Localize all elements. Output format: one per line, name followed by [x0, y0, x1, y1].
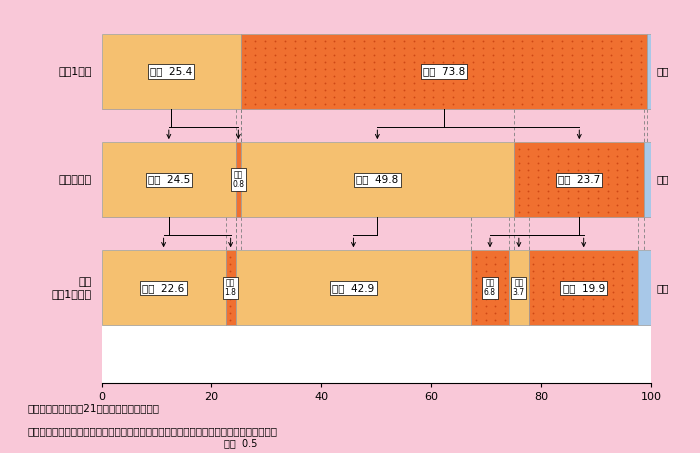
Text: 有職  23.7: 有職 23.7: [558, 174, 601, 185]
Bar: [236, 142, 241, 217]
Bar: [102, 142, 236, 217]
Bar: [102, 250, 225, 325]
Text: 有職  73.8: 有職 73.8: [423, 67, 465, 77]
Text: 無職  42.9: 無職 42.9: [332, 283, 375, 293]
Text: 無職
3.7: 無職 3.7: [513, 278, 525, 298]
Bar: [236, 250, 471, 325]
Bar: [102, 34, 241, 109]
Text: 有職
6.8: 有職 6.8: [484, 278, 496, 298]
Text: 無職  25.4: 無職 25.4: [150, 67, 193, 77]
Text: 有職  19.9: 有職 19.9: [563, 283, 605, 293]
Bar: [102, 109, 651, 142]
Bar: [471, 250, 509, 325]
Bar: [241, 34, 647, 109]
Bar: [645, 142, 651, 217]
Text: 有職  0.5: 有職 0.5: [225, 439, 258, 448]
Text: 有職
1.8: 有職 1.8: [225, 278, 237, 298]
Text: 現在
（子1歳半）: 現在 （子1歳半）: [52, 277, 92, 299]
Bar: [102, 217, 651, 250]
Text: 無職  24.5: 無職 24.5: [148, 174, 190, 185]
Bar: [509, 250, 529, 325]
Bar: [638, 250, 657, 325]
Bar: [225, 250, 236, 325]
Text: 有職
0.8: 有職 0.8: [232, 170, 244, 189]
Text: 不詳: 不詳: [657, 283, 669, 293]
Text: 不詳: 不詳: [657, 174, 669, 185]
Text: 注：第１回調査及び第２回調査の両方の時点で子どもが母と同居している場合のみ集計: 注：第１回調査及び第２回調査の両方の時点で子どもが母と同居している場合のみ集計: [28, 426, 278, 436]
Text: 出産半年後: 出産半年後: [59, 174, 92, 185]
Text: 無職  22.6: 無職 22.6: [143, 283, 185, 293]
Bar: [529, 250, 638, 325]
Text: 不詳: 不詳: [657, 67, 669, 77]
Bar: [514, 142, 645, 217]
Text: 出産1年前: 出産1年前: [58, 67, 92, 77]
Text: 資料：厚生労働省「21世紀出生児縦断調査」: 資料：厚生労働省「21世紀出生児縦断調査」: [28, 403, 160, 413]
Bar: [241, 142, 514, 217]
Text: 無職  49.8: 無職 49.8: [356, 174, 398, 185]
Bar: [647, 34, 651, 109]
